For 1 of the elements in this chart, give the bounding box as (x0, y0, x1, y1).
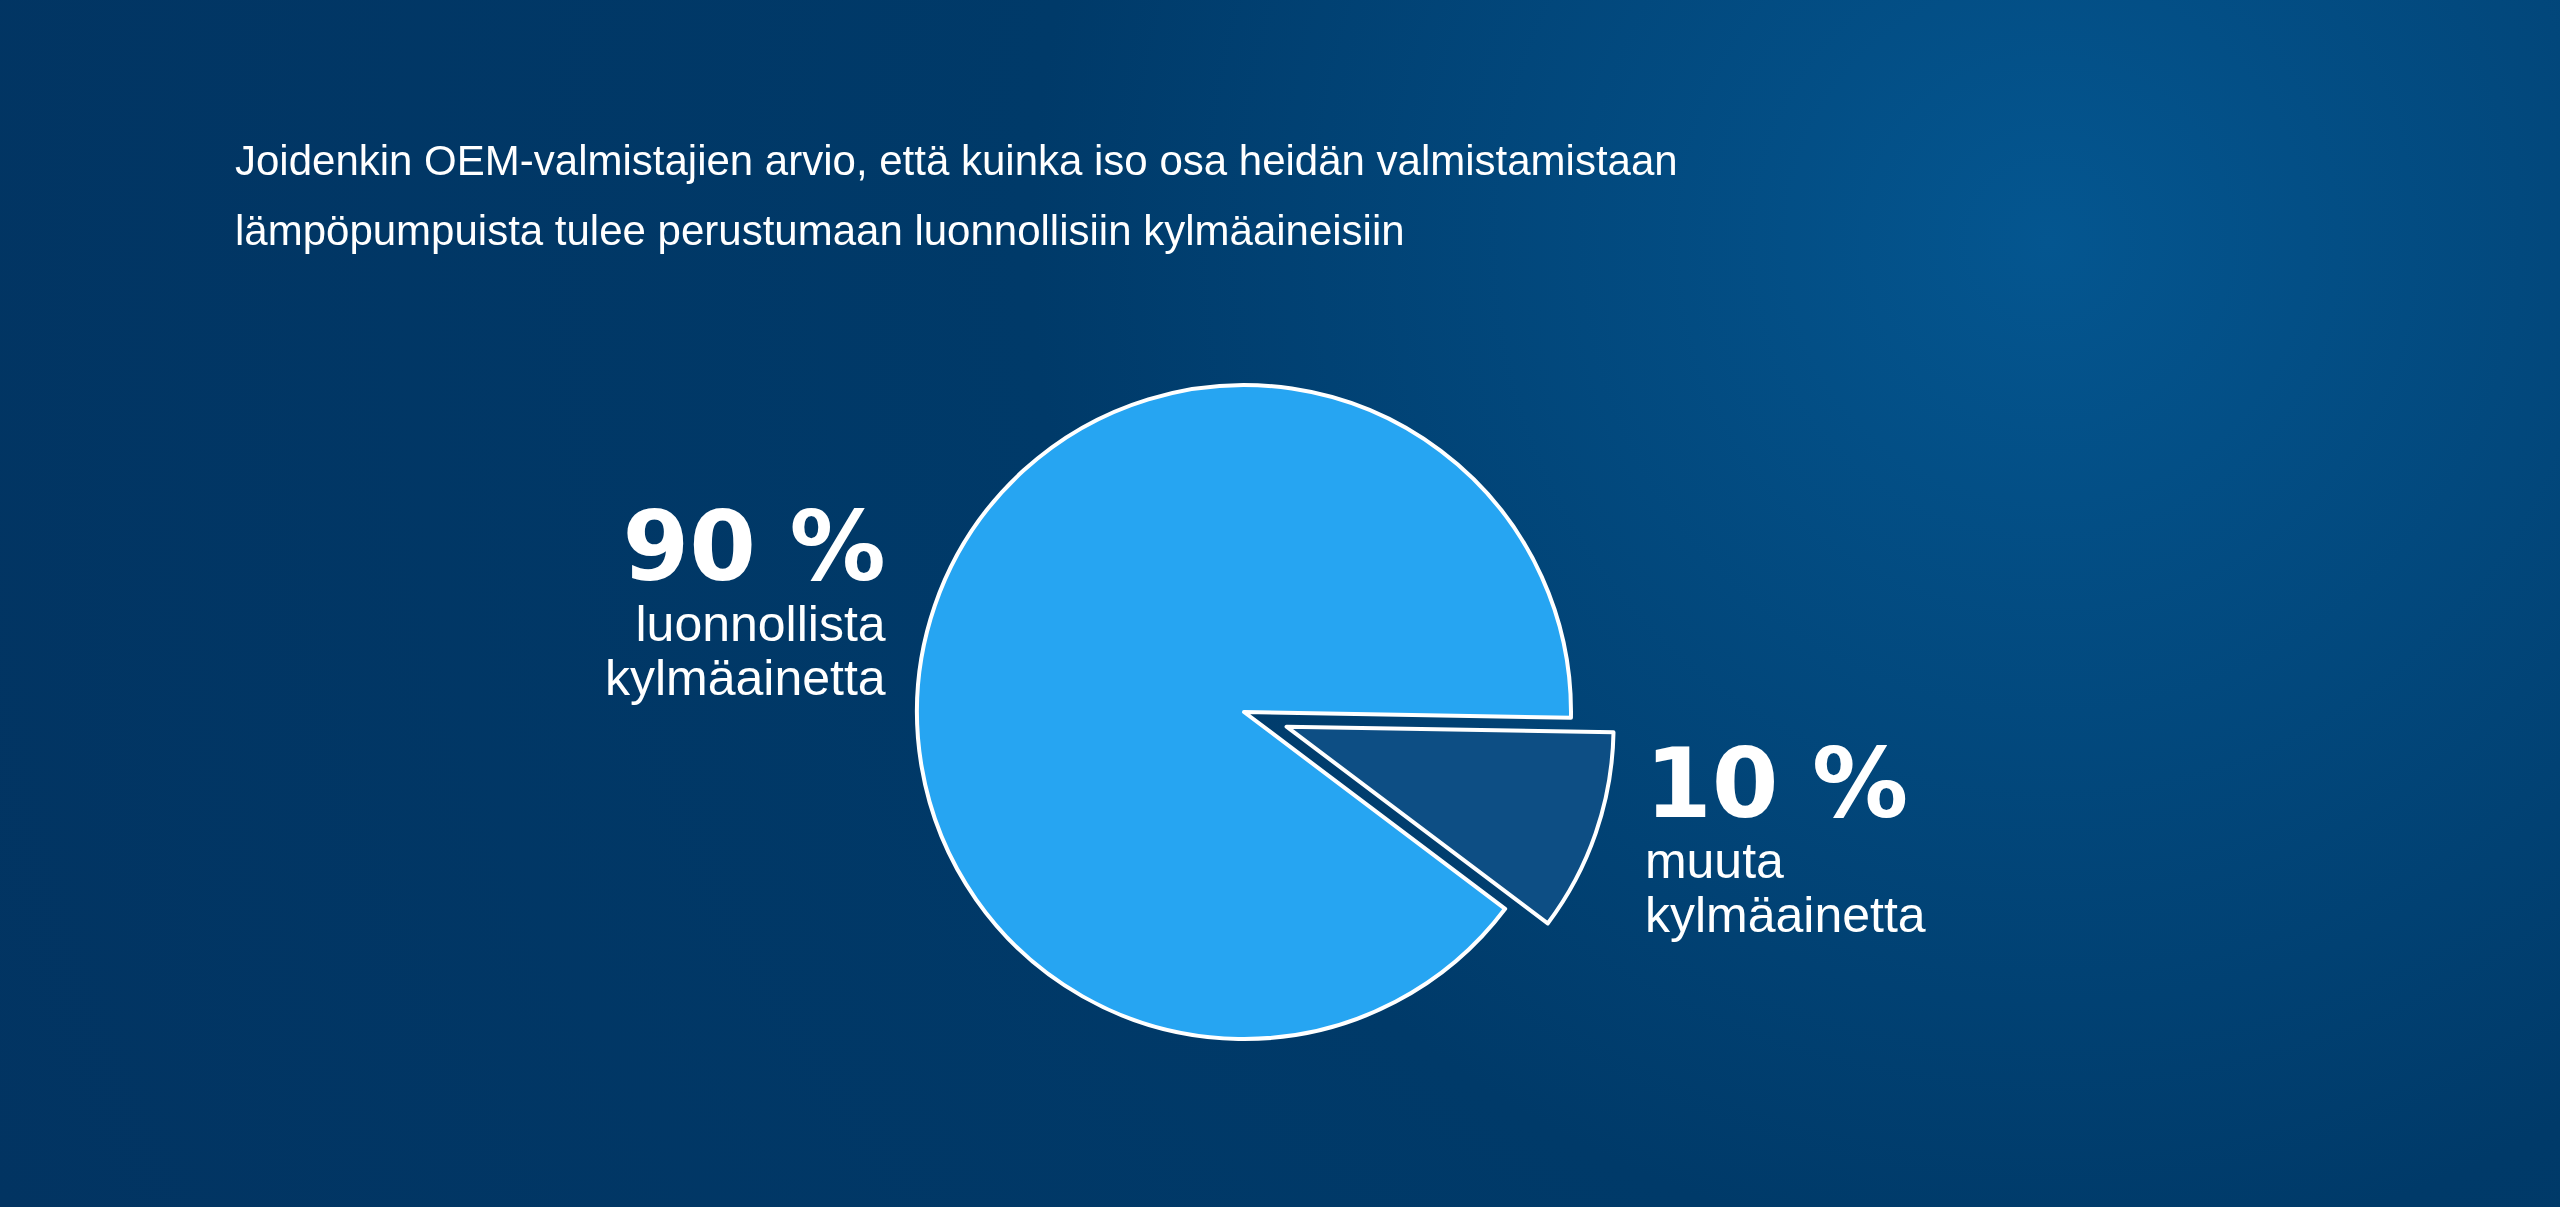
chart-title: Joidenkin OEM-valmistajien arvio, että kuinka iso osa heidän valmistamistaan lämpöpumpuista tulee perustumaan luonnollisiin kylmäaineisiin (235, 136, 1690, 254)
